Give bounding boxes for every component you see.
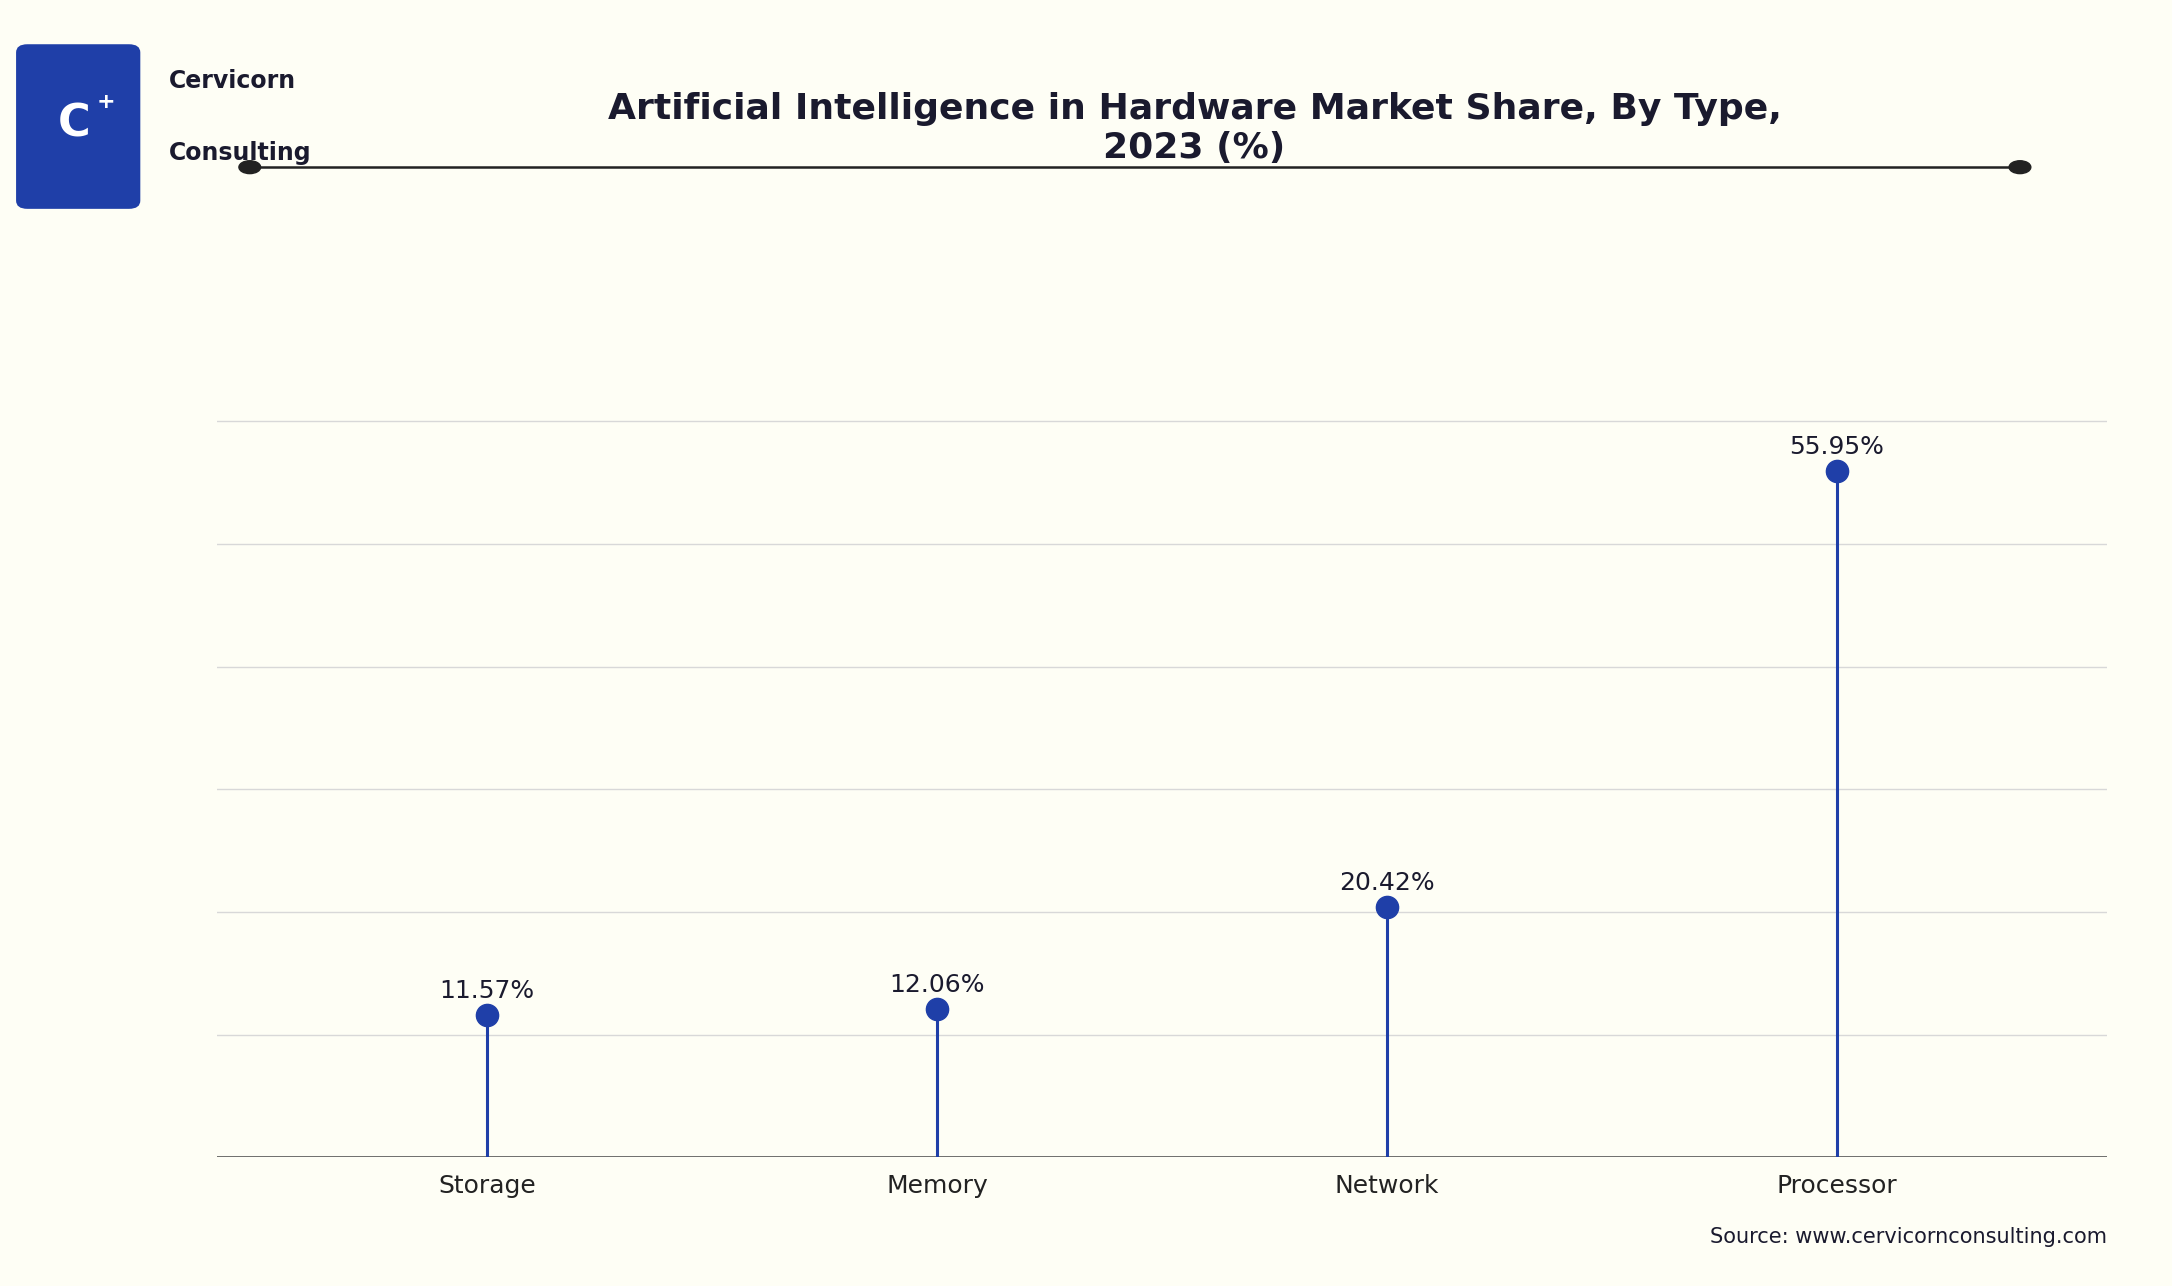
Text: Artificial Intelligence in Hardware Market Share, By Type,
2023 (%): Artificial Intelligence in Hardware Mark… [608, 91, 1781, 166]
Text: 11.57%: 11.57% [439, 979, 534, 1003]
Text: Cervicorn: Cervicorn [169, 69, 295, 94]
Text: 20.42%: 20.42% [1340, 871, 1436, 895]
FancyBboxPatch shape [15, 44, 141, 208]
Text: 12.06%: 12.06% [888, 974, 984, 997]
Text: C: C [59, 103, 91, 147]
Text: 55.95%: 55.95% [1790, 435, 1885, 459]
Text: +: + [98, 91, 115, 112]
Text: Consulting: Consulting [169, 141, 311, 166]
Text: Source: www.cervicornconsulting.com: Source: www.cervicornconsulting.com [1709, 1227, 2107, 1247]
